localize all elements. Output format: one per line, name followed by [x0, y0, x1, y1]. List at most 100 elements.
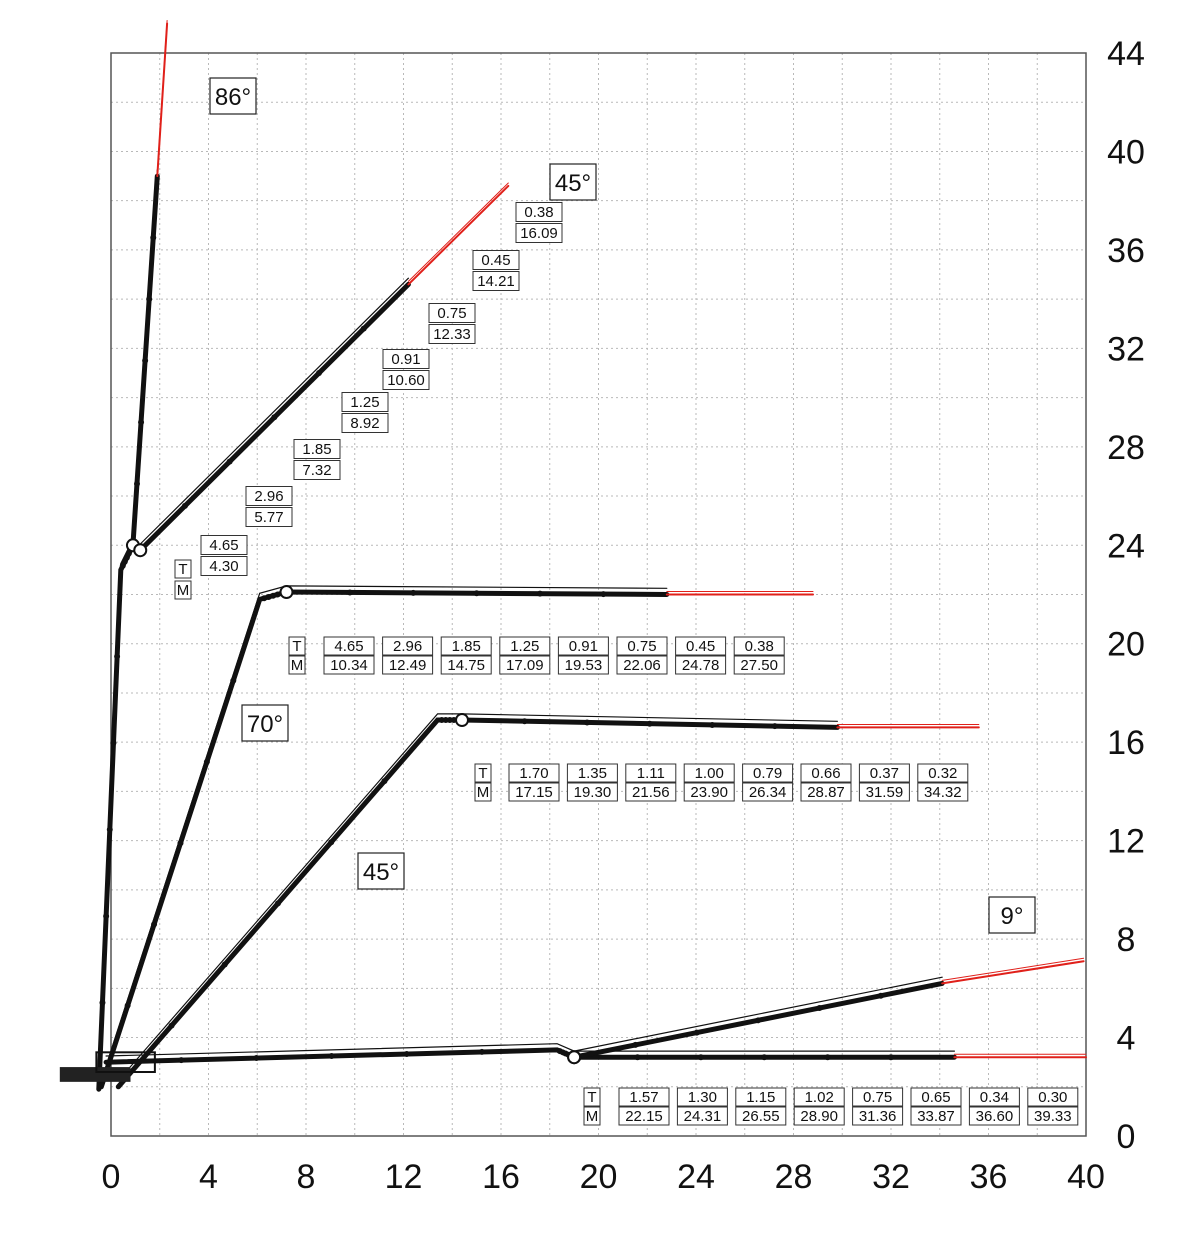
load-t: 1.00	[683, 763, 735, 783]
load-t-value: 0.30	[1038, 1089, 1067, 1106]
row-label-m-box	[583, 1106, 601, 1126]
load-t-value: 1.85	[302, 441, 331, 458]
load-m: 21.56	[625, 782, 677, 802]
load-m-value: 27.50	[740, 657, 778, 674]
load-m-box	[566, 782, 618, 802]
load-t: 0.91	[557, 636, 609, 656]
load-m-value: 39.33	[1034, 1108, 1072, 1125]
crane-turret	[95, 1051, 156, 1074]
load-t-value: 0.65	[921, 1089, 950, 1106]
boom-outline	[117, 713, 839, 1082]
boom-joint	[124, 1002, 131, 1009]
load-m: 7.32	[293, 460, 341, 480]
angle-label-text: 70°	[247, 711, 283, 738]
boom-joint	[877, 992, 884, 999]
load-t: 1.70	[508, 763, 560, 783]
load-t: 0.75	[428, 303, 476, 323]
boom-joint	[271, 414, 278, 421]
load-t-value: 1.70	[519, 765, 548, 782]
row-label-t: T	[583, 1087, 601, 1107]
x-tick-label: 8	[297, 1158, 316, 1196]
load-t-value: 1.30	[688, 1089, 717, 1106]
boom-joint	[646, 720, 653, 727]
load-m-value: 23.90	[690, 784, 728, 801]
row-label-t: T	[288, 636, 306, 656]
load-table-1: TM 4.65 10.34 2.96 12.49 1.85 14.75 1.25 17.09 0.…	[288, 636, 785, 675]
boom-86	[96, 20, 169, 1092]
load-t: 1.02	[793, 1087, 845, 1107]
load-t-value: 0.75	[627, 638, 656, 655]
row-label-t: T	[474, 763, 492, 783]
load-m-value: 19.30	[574, 784, 612, 801]
row-label-m-box	[288, 655, 306, 675]
load-m: 24.31	[676, 1106, 728, 1126]
boom-45-upper	[133, 182, 510, 558]
load-m-value: 31.59	[866, 784, 904, 801]
load-t-value: 1.11	[637, 765, 665, 782]
boom-hinge	[567, 1050, 582, 1065]
load-m-value: 22.15	[625, 1108, 663, 1125]
load-t: 0.75	[616, 636, 668, 656]
load-m: 26.34	[742, 782, 794, 802]
load-table-3: TM 1.57 22.15 1.30 24.31 1.15 26.55 1.02 28.90 0.…	[583, 1087, 1079, 1126]
load-m-value: 7.32	[302, 462, 331, 479]
load-t-value: 2.96	[254, 488, 283, 505]
load-m-box	[440, 655, 492, 675]
load-t: 2.96	[382, 636, 434, 656]
load-m-box	[1027, 1106, 1079, 1126]
load-t: 0.32	[917, 763, 969, 783]
boom-hinge	[279, 585, 294, 600]
load-m-value: 26.34	[749, 784, 787, 801]
load-t: 1.85	[293, 439, 341, 459]
row-label-t-box	[474, 763, 492, 783]
boom-joint	[537, 590, 543, 597]
load-m-value: 24.31	[684, 1108, 722, 1125]
load-t-box	[245, 486, 293, 506]
load-m: 31.59	[858, 782, 910, 802]
load-t-box	[793, 1087, 845, 1107]
boom-joint	[693, 1029, 700, 1036]
row-label-t-box	[583, 1087, 601, 1107]
load-m-box	[428, 324, 476, 344]
load-t-box	[566, 763, 618, 783]
load-t-box	[499, 636, 551, 656]
load-m-box	[917, 782, 969, 802]
load-m: 16.09	[515, 223, 563, 243]
load-t-box	[616, 636, 668, 656]
row-label-m-value: M	[291, 657, 304, 674]
load-t-value: 4.65	[209, 537, 238, 554]
load-m-value: 14.75	[447, 657, 485, 674]
load-t-box	[968, 1087, 1020, 1107]
load-m-box	[625, 782, 677, 802]
load-t-value: 0.91	[391, 351, 420, 368]
load-m-box	[515, 223, 563, 243]
x-tick-label: 28	[775, 1158, 813, 1196]
load-m-value: 16.09	[520, 225, 558, 242]
angle-label: 45°	[549, 163, 597, 201]
angle-label-box	[241, 704, 289, 742]
load-t-box	[515, 202, 563, 222]
load-t: 1.11	[625, 763, 677, 783]
y-tick-label: 44	[1107, 35, 1145, 73]
y-tick-label: 12	[1107, 823, 1145, 861]
load-m: 33.87	[910, 1106, 962, 1126]
load-m-value: 12.49	[389, 657, 427, 674]
load-t: 1.57	[618, 1087, 670, 1107]
load-t-box	[1027, 1087, 1079, 1107]
load-t-value: 4.65	[334, 638, 363, 655]
load-labels: TM4.6510.342.9612.491.8514.751.2517.090.…	[174, 202, 1079, 1126]
load-t-box	[428, 303, 476, 323]
row-label-m: M	[174, 580, 192, 600]
load-table-2: TM 1.70 17.15 1.35 19.30 1.11 21.56 1.00 23.90 0.…	[474, 763, 969, 802]
angle-label-text: 9°	[1001, 903, 1024, 930]
boom-joint	[709, 721, 716, 728]
load-m: 12.33	[428, 324, 476, 344]
angle-label-text: 45°	[363, 859, 399, 886]
row-label-m-box	[174, 580, 192, 600]
load-t-box	[508, 763, 560, 783]
load-t-value: 0.75	[437, 305, 466, 322]
load-t-box	[341, 392, 389, 412]
load-m: 17.09	[499, 655, 551, 675]
boom-joint	[138, 419, 145, 426]
load-t: 0.38	[733, 636, 785, 656]
